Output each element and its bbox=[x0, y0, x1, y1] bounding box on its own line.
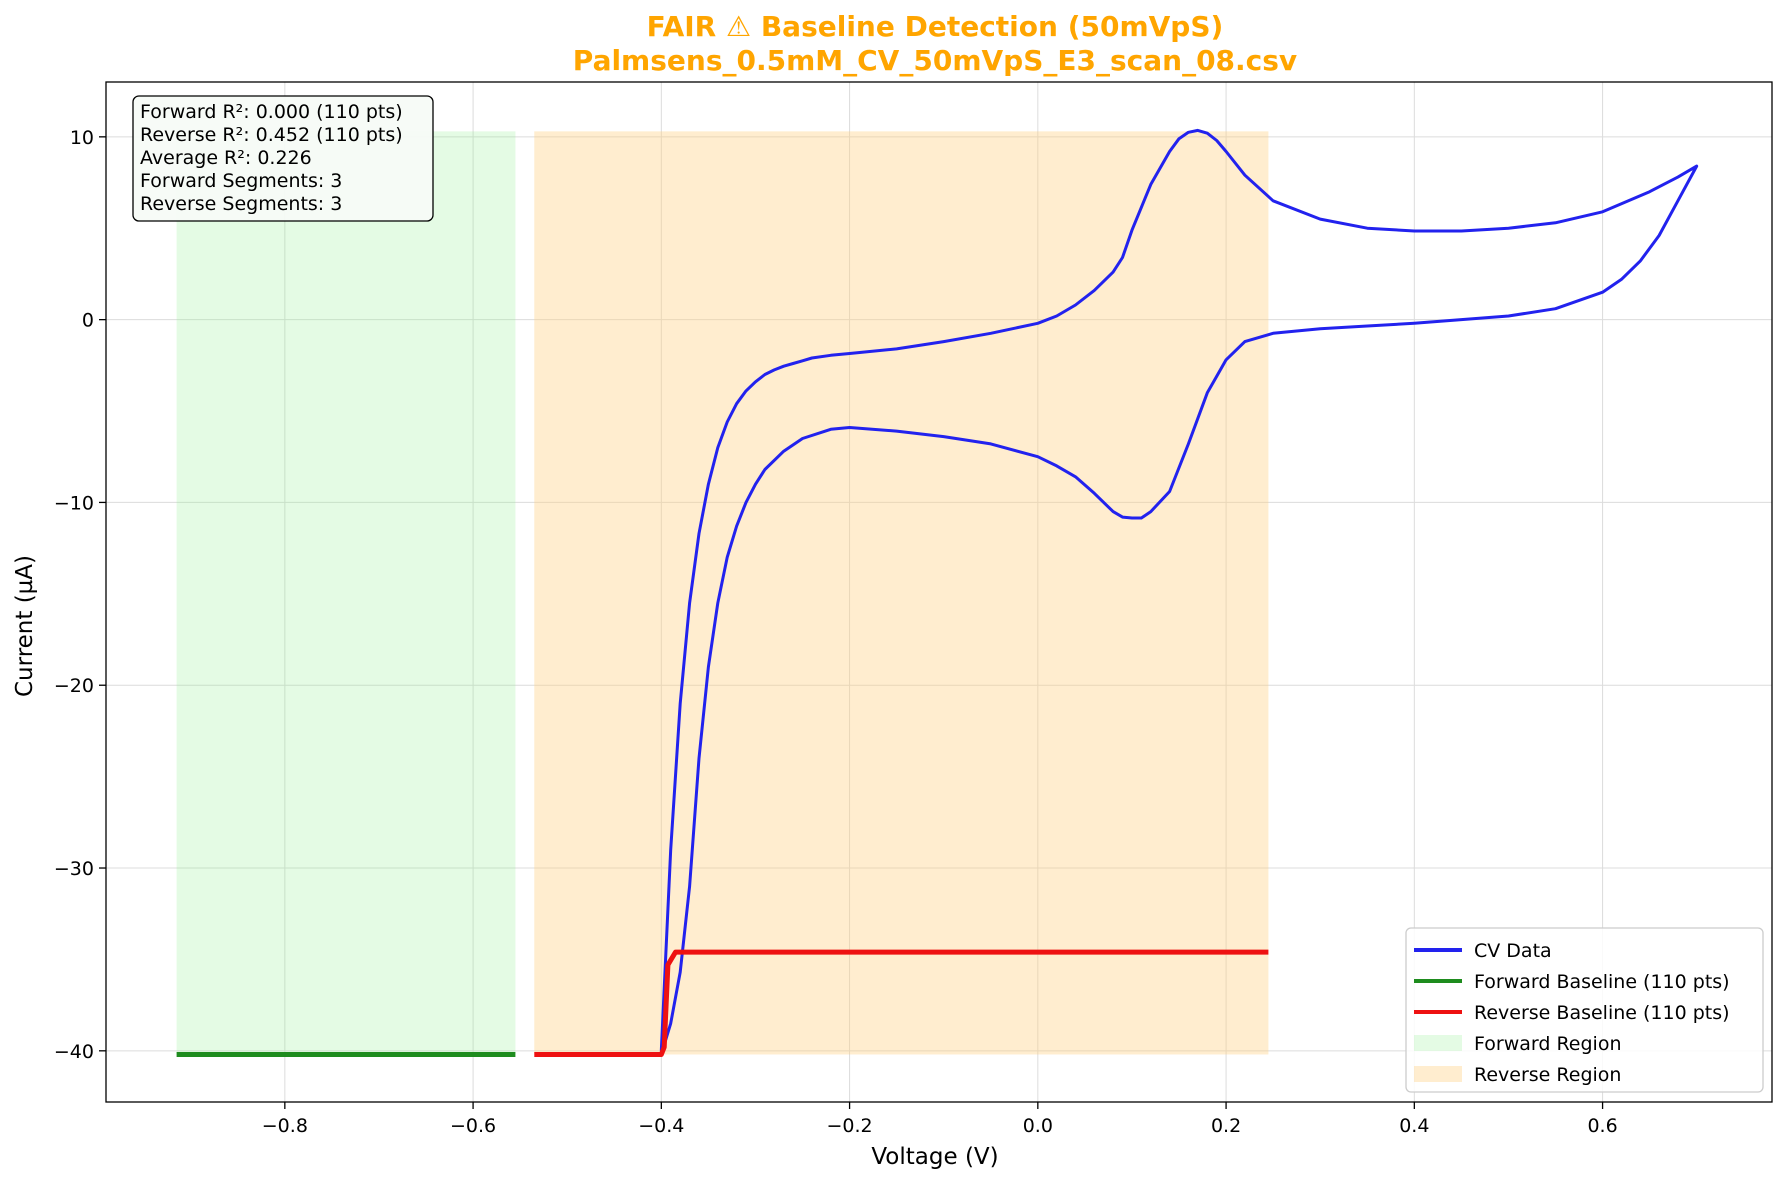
info-line: Reverse R²: 0.452 (110 pts) bbox=[140, 124, 403, 146]
y-tick-label: −10 bbox=[54, 492, 94, 514]
y-axis-ticks: −40 −30 −20 −10 0 10 bbox=[54, 127, 106, 1063]
chart-subtitle: Palmsens_0.5mM_CV_50mVpS_E3_scan_08.csv bbox=[573, 44, 1297, 77]
series-line-0 bbox=[659, 128, 1699, 1055]
region-reverse-region bbox=[534, 131, 1269, 1055]
legend-label: Reverse Baseline (110 pts) bbox=[1474, 1002, 1730, 1024]
x-axis-ticks: −0.8 −0.6 −0.4 −0.2 0.0 0.2 0.4 0.6 bbox=[262, 1102, 1618, 1137]
legend-swatch bbox=[1414, 1066, 1462, 1082]
legend-label: Forward Region bbox=[1474, 1033, 1622, 1055]
axes-frame bbox=[105, 81, 1773, 1103]
legend-frame bbox=[1405, 927, 1764, 1093]
chart-title: FAIR ⚠ Baseline Detection (50mVpS) bbox=[647, 10, 1224, 43]
y-tick-label: 10 bbox=[70, 127, 94, 149]
x-axis-label: Voltage (V) bbox=[871, 1144, 998, 1170]
legend-label: Reverse Region bbox=[1474, 1064, 1621, 1086]
legend-label: Forward Baseline (110 pts) bbox=[1474, 971, 1730, 993]
info-box: Forward R²: 0.000 (110 pts)Reverse R²: 0… bbox=[132, 95, 434, 222]
region-forward-region bbox=[176, 131, 516, 1055]
legend-label: CV Data bbox=[1474, 940, 1552, 962]
info-box-frame bbox=[132, 95, 434, 222]
x-tick-label: −0.6 bbox=[450, 1115, 496, 1137]
x-tick-label: −0.4 bbox=[638, 1115, 684, 1137]
info-line: Forward R²: 0.000 (110 pts) bbox=[140, 101, 403, 123]
series-line-2 bbox=[534, 949, 1269, 1057]
info-line: Forward Segments: 3 bbox=[140, 170, 342, 192]
y-tick-label: −40 bbox=[54, 1041, 94, 1063]
x-tick-label: 0.0 bbox=[1023, 1115, 1053, 1137]
x-tick-label: 0.2 bbox=[1211, 1115, 1241, 1137]
shaded-regions bbox=[176, 131, 1269, 1055]
y-axis-label: Current (µA) bbox=[12, 555, 38, 697]
legend-swatch bbox=[1414, 1035, 1462, 1051]
legend: CV Data Forward Baseline (110 pts) Reverse… bbox=[1405, 927, 1764, 1093]
y-tick-label: 0 bbox=[82, 310, 94, 332]
info-line: Average R²: 0.226 bbox=[140, 147, 312, 169]
y-tick-label: −30 bbox=[54, 858, 94, 880]
info-line: Reverse Segments: 3 bbox=[140, 193, 342, 215]
data-series bbox=[176, 128, 1699, 1057]
x-tick-label: −0.8 bbox=[262, 1115, 308, 1137]
y-tick-label: −20 bbox=[54, 675, 94, 697]
x-tick-label: −0.2 bbox=[827, 1115, 873, 1137]
axes-border bbox=[105, 81, 1773, 1103]
x-tick-label: 0.4 bbox=[1399, 1115, 1429, 1137]
x-tick-label: 0.6 bbox=[1587, 1115, 1617, 1137]
